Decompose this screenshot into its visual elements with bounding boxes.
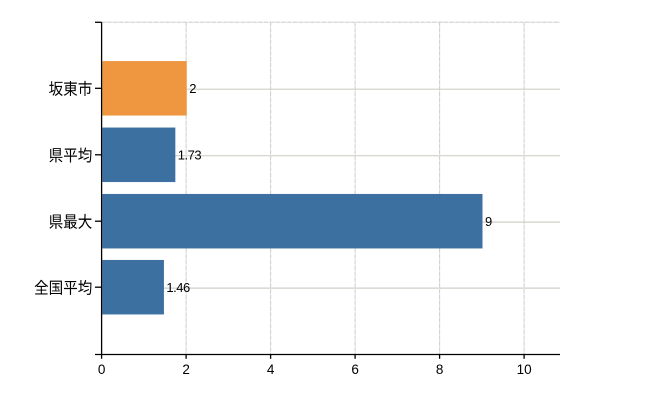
svg-text:0: 0 xyxy=(98,362,106,377)
svg-text:2: 2 xyxy=(189,81,196,96)
svg-text:6: 6 xyxy=(351,362,359,377)
svg-text:10: 10 xyxy=(517,362,532,377)
svg-text:1.46: 1.46 xyxy=(166,280,190,295)
svg-text:9: 9 xyxy=(485,214,492,229)
svg-text:2: 2 xyxy=(182,362,190,377)
svg-text:4: 4 xyxy=(267,362,275,377)
svg-text:8: 8 xyxy=(436,362,444,377)
svg-text:1.73: 1.73 xyxy=(178,148,202,163)
